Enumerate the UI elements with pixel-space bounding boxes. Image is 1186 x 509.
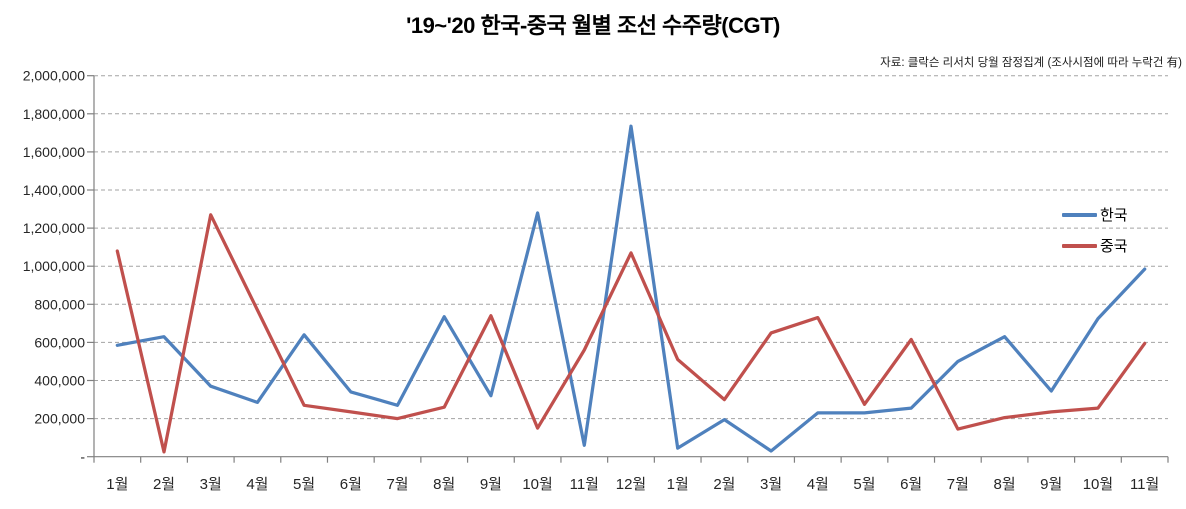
legend-item-korea: 한국 — [1062, 199, 1128, 230]
x-tick-label: 12월 — [616, 476, 647, 493]
y-tick-label: 1,600,000 — [23, 144, 85, 160]
x-tick-label: 3월 — [760, 476, 782, 493]
y-tick-label: 1,800,000 — [23, 106, 85, 122]
korea-line-swatch — [1062, 212, 1097, 217]
x-tick-label: 4월 — [807, 476, 829, 493]
x-tick-label: 10월 — [1083, 476, 1114, 493]
x-tick-label: 1월 — [106, 476, 128, 493]
x-tick-label: 5월 — [853, 476, 875, 493]
x-tick-label: 2월 — [153, 476, 175, 493]
x-tick-label: 9월 — [1040, 476, 1062, 493]
x-tick-label: 4월 — [246, 476, 268, 493]
china-line-swatch — [1062, 243, 1097, 248]
chart-title: '19~'20 한국-중국 월별 조선 수주량(CGT) — [406, 13, 780, 38]
y-tick-label: 800,000 — [34, 296, 85, 312]
y-tick-label: 1,200,000 — [23, 220, 85, 236]
x-tick-label: 7월 — [947, 476, 969, 493]
y-tick-label: 1,000,000 — [23, 258, 85, 274]
x-tick-label: 9월 — [480, 476, 502, 493]
x-tick-label: 1월 — [667, 476, 689, 493]
x-tick-label: 6월 — [900, 476, 922, 493]
x-tick-label: 11월 — [1130, 476, 1159, 493]
korea-series-line — [115, 124, 1147, 453]
legend: 한국 중국 — [1062, 199, 1128, 261]
x-tick-label: 8월 — [993, 476, 1015, 493]
y-tick-label: 400,000 — [34, 373, 85, 389]
x-tick-label: 2월 — [713, 476, 735, 493]
x-tick-label: 10월 — [522, 476, 553, 493]
y-tick-label: 200,000 — [34, 411, 85, 427]
x-tick-label: 11월 — [570, 476, 599, 493]
y-tick-label: - — [80, 449, 85, 465]
legend-label-china: 중국 — [1100, 238, 1128, 255]
x-tick-label: 3월 — [200, 476, 222, 493]
x-tick-label: 5월 — [293, 476, 315, 493]
x-tick-label: 7월 — [386, 476, 408, 493]
legend-item-china: 중국 — [1062, 230, 1128, 261]
china-series-line — [115, 213, 1147, 454]
y-tick-label: 600,000 — [34, 334, 85, 350]
source-note: 자료: 클락슨 리서치 당월 잠정집계 (조사시점에 따라 누락건 有) — [880, 57, 1182, 69]
y-tick-label: 1,400,000 — [23, 182, 85, 198]
x-tick-label: 8월 — [433, 476, 455, 493]
y-tick-label: 2,000,000 — [23, 68, 85, 84]
x-tick-label: 6월 — [340, 476, 362, 493]
legend-label-korea: 한국 — [1100, 207, 1128, 224]
